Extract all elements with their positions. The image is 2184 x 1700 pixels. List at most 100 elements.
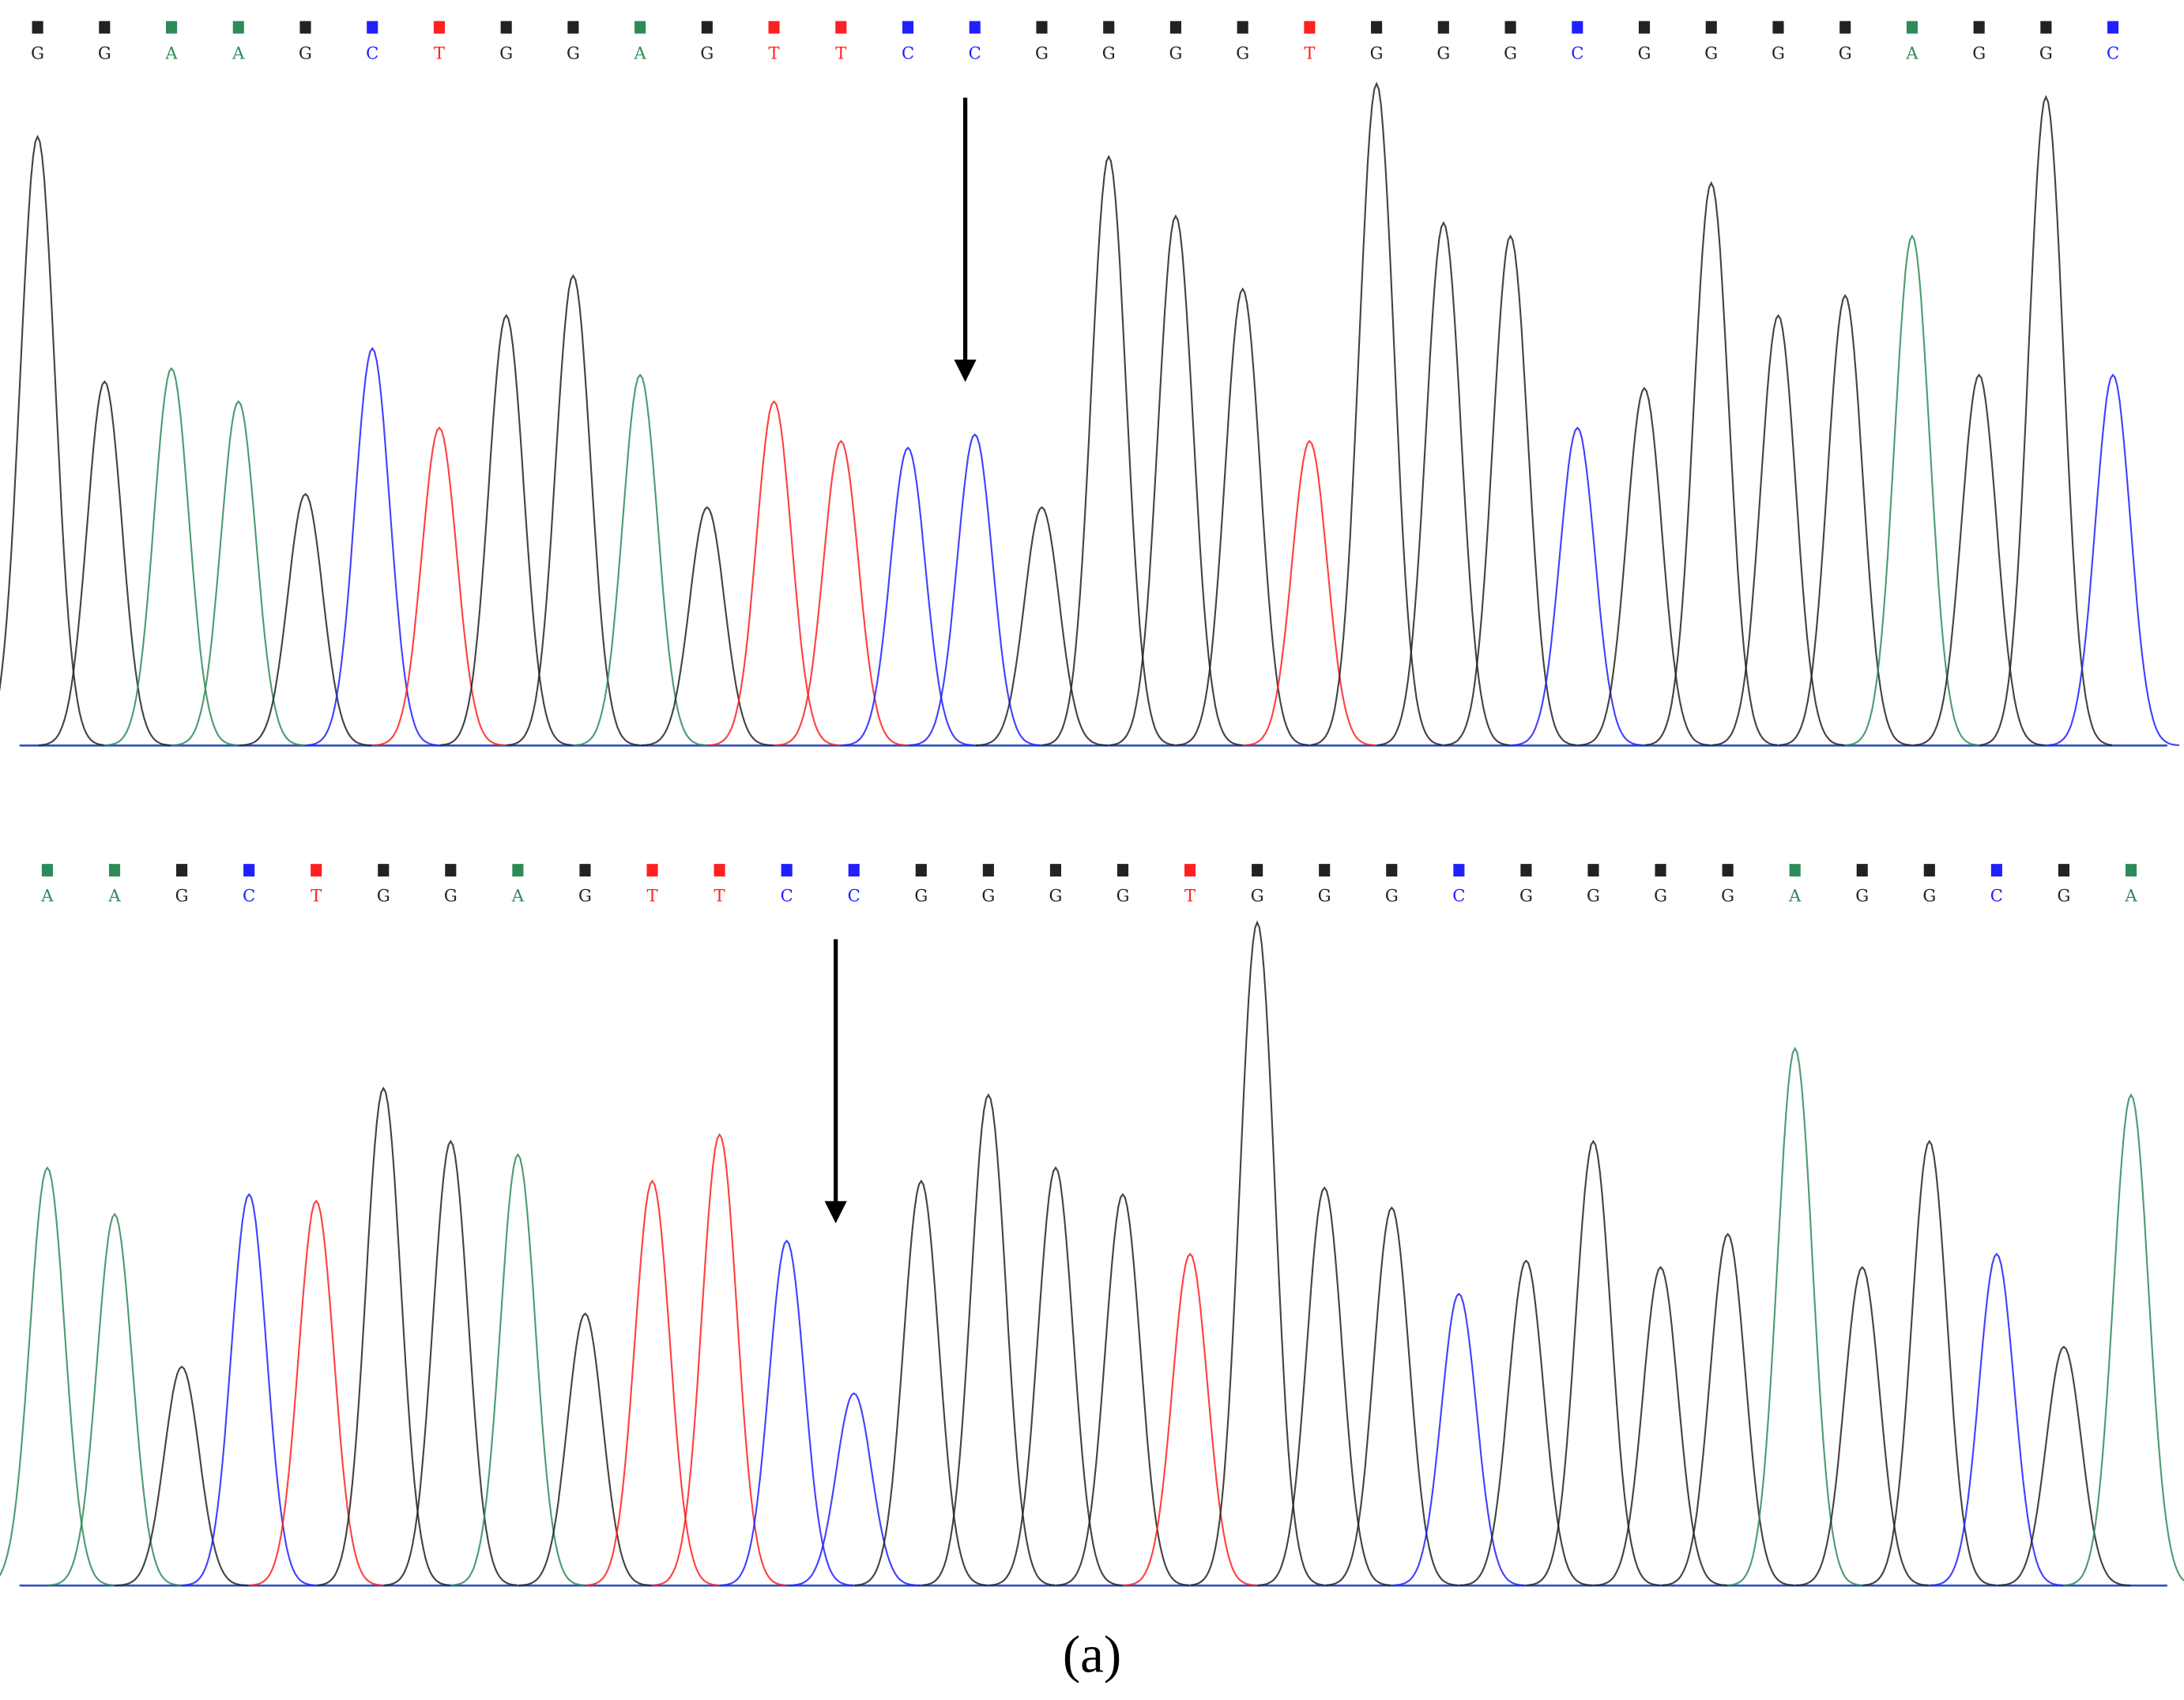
peak (384, 1140, 518, 1586)
base-call: G (1587, 886, 1600, 906)
peak (171, 400, 305, 746)
base-marker (165, 21, 178, 34)
peak (787, 1392, 921, 1587)
peak (1243, 439, 1376, 746)
peak (1376, 221, 1510, 746)
base-marker (1453, 864, 1465, 876)
base-call: T (769, 43, 780, 62)
base-marker (902, 21, 914, 34)
peak (1644, 181, 1778, 746)
peak (988, 1166, 1123, 1586)
base-call: G (1519, 886, 1533, 906)
base-marker (500, 21, 512, 34)
arrow (824, 939, 847, 1223)
base-call: G (1638, 43, 1651, 62)
base-call: G (567, 43, 580, 62)
base-marker (1789, 864, 1801, 876)
base-call: C (2107, 43, 2119, 62)
base-call: G (444, 886, 458, 906)
base-marker (579, 864, 591, 876)
base-call: G (175, 886, 189, 906)
base-call: C (1990, 886, 2003, 906)
peak (1527, 1140, 1660, 1586)
base-call: G (1721, 886, 1734, 906)
base-marker (311, 864, 322, 876)
base-marker (445, 864, 457, 876)
peak (316, 1086, 450, 1586)
peak (1930, 1253, 2064, 1586)
base-call: T (646, 886, 657, 906)
peak (1190, 920, 1324, 1586)
peak (1123, 1253, 1257, 1586)
base-marker (367, 21, 378, 34)
base-marker (982, 864, 994, 876)
base-call: G (1102, 43, 1116, 62)
peak (707, 400, 841, 746)
base-marker (299, 21, 311, 34)
peak (451, 1152, 585, 1586)
peak (115, 1365, 249, 1587)
peak (774, 439, 908, 746)
base-call: C (969, 43, 981, 62)
base-call: A (40, 886, 54, 906)
base-marker (99, 21, 111, 34)
base-call: T (1184, 886, 1196, 906)
base-call: G (1116, 886, 1130, 906)
base-call: A (164, 43, 178, 62)
base-marker (1856, 864, 1868, 876)
peak (1444, 234, 1577, 746)
base-marker (41, 864, 53, 876)
base-call: C (902, 43, 914, 62)
peak (1845, 234, 1979, 746)
base-call: C (781, 886, 793, 906)
peak (518, 1312, 652, 1587)
base-call: T (835, 43, 846, 62)
peak (1779, 293, 1912, 746)
base-call: C (243, 886, 255, 906)
base-marker (1371, 21, 1383, 34)
base-call: G (1922, 886, 1936, 906)
peak (1578, 386, 1711, 746)
base-marker (1304, 21, 1316, 34)
base-marker (714, 864, 725, 876)
base-call: C (1452, 886, 1465, 906)
base-marker (1923, 864, 1935, 876)
caption: (a) (1063, 1626, 1121, 1684)
base-call: G (1236, 43, 1249, 62)
base-call: A (511, 886, 525, 906)
base-marker (1990, 864, 2002, 876)
base-call: C (848, 886, 860, 906)
base-marker (1906, 21, 1918, 34)
base-marker (512, 864, 524, 876)
base-marker (1184, 864, 1196, 876)
base-call: G (98, 43, 111, 62)
base-call: T (714, 886, 725, 906)
base-call: G (1704, 43, 1718, 62)
base-marker (701, 21, 713, 34)
base-call: G (1839, 43, 1852, 62)
base-marker (1169, 21, 1181, 34)
peak (0, 134, 104, 746)
base-call: A (1905, 43, 1919, 62)
base-call: G (1855, 886, 1869, 906)
peak (842, 447, 974, 746)
peak (1109, 214, 1242, 746)
peak (1912, 373, 2046, 746)
peak (306, 347, 439, 746)
base-marker (1504, 21, 1516, 34)
peak (1862, 1140, 1997, 1586)
base-call: G (1972, 43, 1986, 62)
peak (1325, 1206, 1459, 1586)
peak (372, 426, 506, 746)
base-call: G (2058, 886, 2071, 906)
peak (439, 314, 573, 746)
base-call: G (1504, 43, 1517, 62)
base-marker (1103, 21, 1115, 34)
base-call: G (31, 43, 44, 62)
base-call: T (1304, 43, 1315, 62)
base-call: G (1654, 886, 1667, 906)
peak (2064, 1093, 2184, 1586)
peak (1459, 1259, 1593, 1586)
base-call: G (1251, 886, 1264, 906)
